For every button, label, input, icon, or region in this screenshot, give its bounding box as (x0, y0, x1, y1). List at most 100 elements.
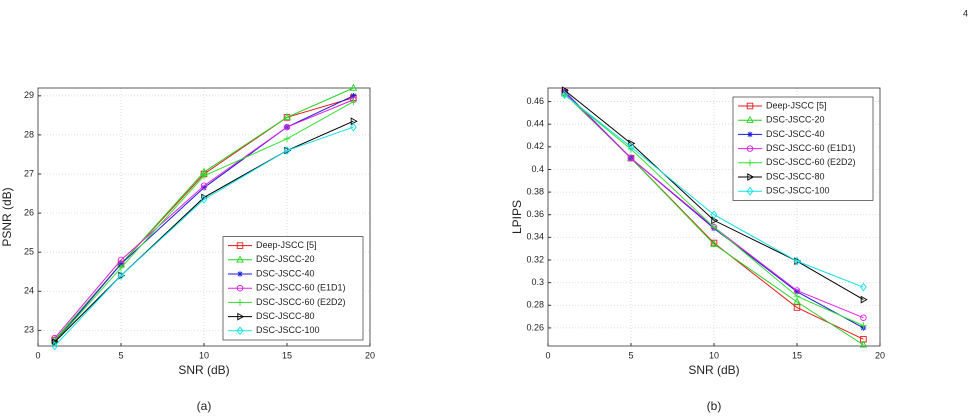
legend-marker (747, 173, 755, 181)
data-point (860, 282, 867, 292)
data-point (793, 297, 801, 305)
axes-frame (37, 87, 371, 347)
data-point (710, 210, 718, 220)
x-tick-label: 20 (365, 350, 375, 360)
data-point (627, 154, 635, 162)
data-point (117, 256, 125, 264)
y-tick-label: 0.44 (526, 119, 544, 129)
series-line (564, 94, 864, 288)
x-tick-label: 10 (709, 350, 719, 360)
x-tick-label: 0 (545, 350, 550, 360)
data-point (349, 83, 358, 91)
legend-marker (236, 326, 244, 336)
y-tick-label: 0.34 (526, 232, 544, 242)
data-point (860, 295, 868, 304)
data-point (51, 341, 58, 351)
data-point (117, 264, 125, 272)
y-tick-label: 0.26 (526, 322, 544, 332)
legend-label: Deep-JSCC [5] (766, 100, 827, 110)
x-axis-label: SNR (dB) (688, 363, 739, 377)
y-tick-label: 0.28 (526, 300, 544, 310)
legend-label: DSC-JSCC-100 (766, 186, 830, 196)
data-point (860, 322, 867, 329)
legend-label: DSC-JSCC-60 (E2D2) (766, 157, 856, 167)
legend-marker (237, 312, 245, 321)
y-tick-label: 23 (24, 325, 34, 335)
caption: (b) (707, 399, 722, 413)
x-tick-label: 0 (35, 350, 40, 360)
legend-marker (747, 131, 753, 138)
legend-marker (236, 255, 244, 263)
y-tick-label: 0.46 (526, 96, 544, 106)
x-tick-label: 5 (628, 350, 633, 360)
data-point (350, 93, 357, 99)
data-point (283, 113, 291, 121)
series-line (54, 126, 354, 347)
legend-label: DSC-JSCC-20 (766, 115, 825, 125)
y-axis-label: PSNR (dB) (0, 187, 14, 246)
legend-label: DSC-JSCC-60 (E1D1) (256, 283, 346, 293)
x-tick-label: 15 (792, 350, 802, 360)
data-point (793, 292, 801, 300)
data-point (627, 142, 635, 152)
x-tick-label: 20 (875, 350, 885, 360)
data-point (283, 123, 291, 131)
legend-marker (746, 186, 754, 196)
y-tick-label: 26 (24, 207, 34, 217)
y-tick-label: 0.3 (531, 277, 544, 287)
legend-label: DSC-JSCC-40 (256, 268, 315, 278)
y-tick-label: 0.42 (526, 141, 544, 151)
data-point (201, 184, 207, 191)
data-point (350, 117, 358, 126)
legend-label: DSC-JSCC-80 (766, 171, 825, 181)
data-point (117, 271, 125, 281)
data-point (859, 340, 868, 348)
y-tick-label: 27 (24, 168, 34, 178)
x-tick-label: 10 (199, 350, 209, 360)
y-tick-label: 0.4 (531, 164, 544, 174)
caption: (a) (197, 399, 212, 413)
series-line (564, 89, 864, 301)
y-tick-label: 24 (24, 286, 34, 296)
data-point (860, 314, 867, 321)
data-point (793, 256, 801, 266)
legend-marker (237, 271, 243, 277)
series-line (54, 99, 354, 339)
data-point (710, 223, 718, 231)
legend-marker (746, 102, 754, 110)
legend-label: Deep-JSCC [5] (256, 240, 317, 250)
legend-label: DSC-JSCC-20 (256, 254, 315, 264)
legend-marker (746, 159, 754, 167)
legend-marker (236, 285, 244, 292)
y-tick-label: 28 (24, 129, 34, 139)
y-axis-label: LPIPS (510, 200, 524, 234)
legend-marker (236, 242, 244, 249)
legend-label: DSC-JSCC-60 (E2D2) (256, 297, 346, 307)
x-axis-label: SNR (dB) (178, 363, 229, 377)
axes-frame (547, 87, 881, 347)
data-point (200, 172, 208, 180)
legend-label: DSC-JSCC-80 (256, 311, 315, 321)
data-point (793, 287, 801, 294)
legend-marker (746, 115, 754, 123)
legend-marker (746, 145, 754, 152)
data-point (51, 335, 58, 342)
legend-label: DSC-JSCC-60 (E1D1) (766, 143, 856, 153)
data-point (118, 261, 124, 267)
legend-label: DSC-JSCC-40 (766, 129, 825, 139)
y-tick-label: 29 (24, 90, 34, 100)
data-point (350, 98, 357, 106)
y-tick-label: 25 (24, 247, 34, 257)
data-point (793, 304, 801, 311)
data-point (283, 135, 291, 143)
y-tick-label: 0.36 (526, 209, 544, 219)
y-tick-label: 0.38 (526, 186, 544, 196)
data-point (283, 146, 291, 155)
y-tick-label: 0.32 (526, 254, 544, 264)
legend-label: DSC-JSCC-100 (256, 325, 320, 335)
data-point (711, 216, 719, 225)
data-point (628, 139, 636, 148)
data-point (860, 335, 867, 343)
data-point (561, 90, 568, 100)
